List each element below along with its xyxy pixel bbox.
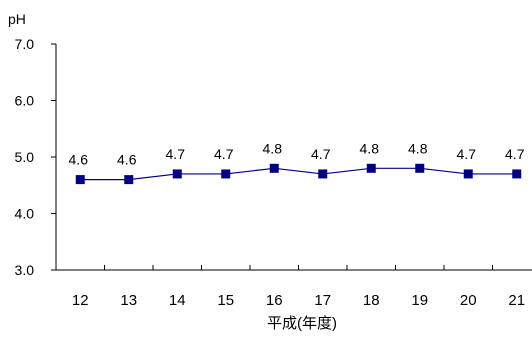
data-label: 4.6 (69, 152, 89, 168)
x-axis-title: 平成(年度) (267, 315, 337, 332)
data-label: 4.8 (360, 140, 380, 156)
data-label: 4.7 (457, 146, 477, 162)
x-tick-label: 12 (72, 292, 89, 309)
data-labels-layer: 4.6 4.6 4.7 4.7 4.8 4.7 4.8 4.8 4.7 4.7 (69, 140, 525, 167)
y-tick-label: 5.0 (15, 149, 35, 165)
x-tick-label: 20 (460, 292, 477, 309)
data-label: 4.7 (505, 146, 525, 162)
data-point-marker (463, 169, 473, 179)
x-tick-label: 16 (266, 292, 283, 309)
data-point-marker (415, 163, 425, 173)
x-tick-label: 14 (169, 292, 186, 309)
x-tick-label: 17 (314, 292, 331, 309)
data-point-marker (512, 169, 522, 179)
series-line (80, 167, 517, 181)
y-tick-label: 4.0 (15, 206, 35, 222)
data-label: 4.7 (311, 146, 331, 162)
y-axis-title: pH (8, 11, 26, 27)
y-axis-ticks: 3.0 4.0 5.0 6.0 7.0 (15, 36, 56, 278)
data-point-marker (75, 175, 85, 185)
data-point-marker (366, 163, 376, 173)
x-tick-label: 15 (217, 292, 234, 309)
data-point-marker (172, 169, 182, 179)
data-label: 4.6 (117, 152, 137, 168)
data-label: 4.8 (263, 140, 283, 156)
x-tick-label: 21 (508, 292, 525, 309)
y-tick-label: 6.0 (15, 93, 35, 109)
data-point-marker (269, 163, 279, 173)
x-axis-ticks: 12 13 14 15 16 17 18 19 20 21 (72, 265, 525, 309)
data-point-marker (221, 169, 231, 179)
data-label: 4.7 (214, 146, 234, 162)
x-tick-label: 18 (363, 292, 380, 309)
x-tick-label: 13 (120, 292, 137, 309)
series-layer (75, 163, 522, 185)
x-tick-label: 19 (411, 292, 428, 309)
y-tick-label: 3.0 (15, 262, 35, 278)
y-tick-label: 7.0 (15, 36, 35, 52)
data-label: 4.8 (408, 140, 428, 156)
data-point-marker (318, 169, 328, 179)
data-label: 4.7 (166, 146, 186, 162)
data-point-marker (124, 175, 134, 185)
